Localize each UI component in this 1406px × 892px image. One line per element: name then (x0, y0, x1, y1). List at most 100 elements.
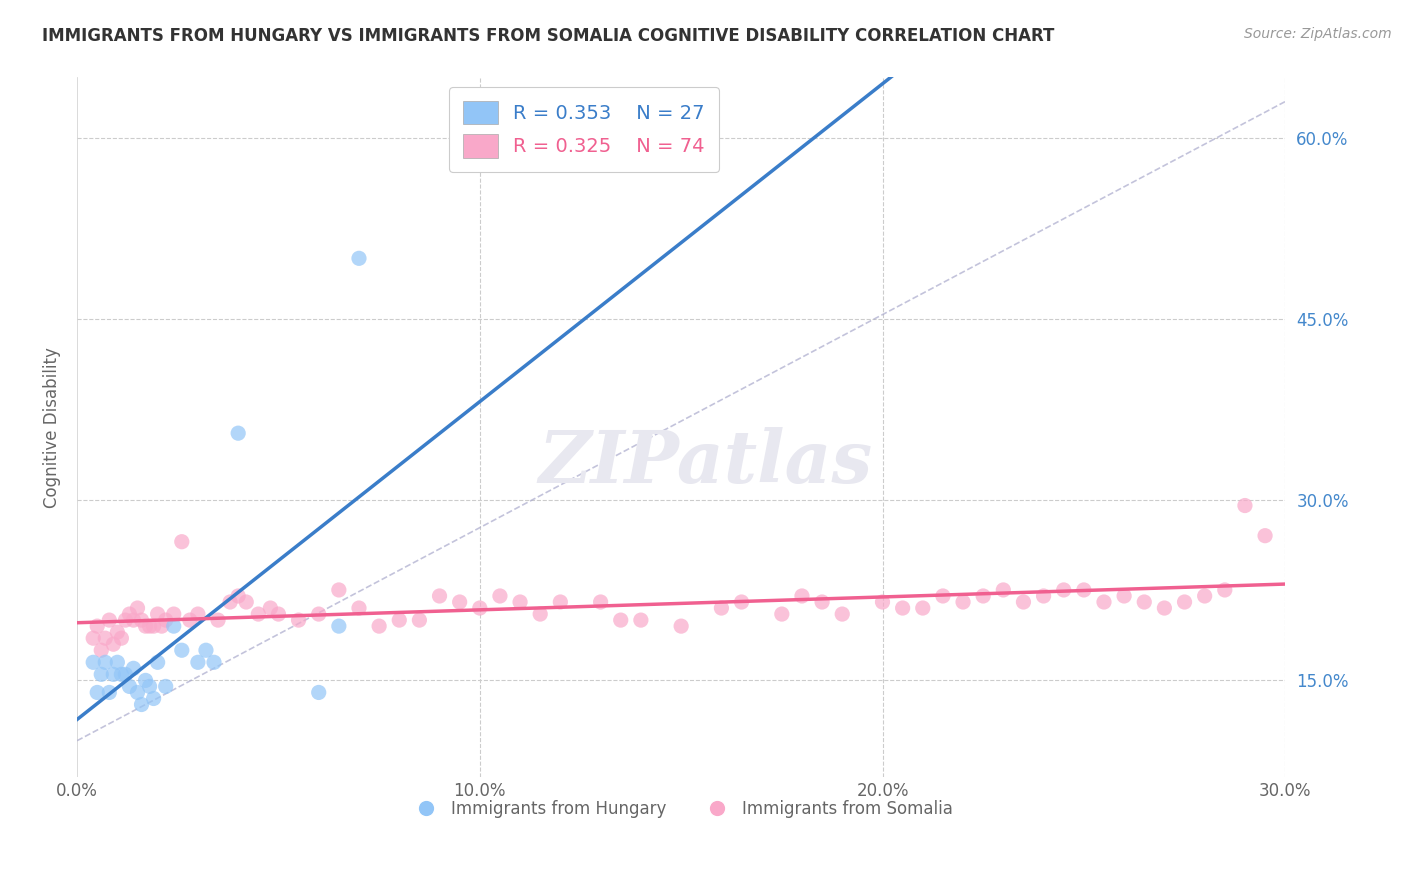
Point (138, 619, 160, 633)
Point (219, 595, 242, 609)
Point (287, 613, 309, 627)
Point (127, 601, 149, 615)
Point (235, 595, 257, 609)
Point (82, 631, 104, 645)
Point (146, 655, 169, 669)
Point (86, 619, 108, 633)
Point (308, 607, 330, 621)
Point (589, 595, 612, 609)
Point (94, 655, 117, 669)
Point (194, 643, 217, 657)
Point (86, 685, 108, 699)
Point (155, 680, 177, 694)
Point (1133, 595, 1156, 609)
Point (127, 685, 149, 699)
Point (609, 613, 631, 627)
Point (669, 619, 692, 633)
Point (179, 613, 201, 627)
Point (347, 252, 370, 266)
Point (122, 613, 145, 627)
Point (155, 613, 177, 627)
Point (347, 601, 370, 615)
Point (135, 673, 157, 688)
Point (509, 595, 531, 609)
Point (1032, 589, 1054, 603)
Point (170, 534, 193, 549)
Point (408, 613, 430, 627)
Point (1073, 582, 1095, 597)
Point (993, 582, 1015, 597)
Point (138, 680, 160, 694)
Point (146, 607, 169, 621)
Point (388, 613, 411, 627)
Point (1012, 595, 1035, 609)
Point (226, 589, 249, 603)
Point (163, 607, 186, 621)
Point (142, 691, 165, 706)
Point (529, 607, 551, 621)
Point (187, 655, 209, 669)
Point (105, 655, 128, 669)
Point (468, 601, 491, 615)
Point (730, 595, 752, 609)
Point (267, 607, 290, 621)
Point (368, 619, 391, 633)
Text: ZIPatlas: ZIPatlas (538, 426, 872, 498)
Point (952, 595, 974, 609)
Text: Source: ZipAtlas.com: Source: ZipAtlas.com (1244, 27, 1392, 41)
Point (449, 595, 471, 609)
Point (1233, 499, 1256, 513)
Point (187, 607, 209, 621)
Point (1213, 582, 1236, 597)
Point (226, 426, 249, 441)
Point (328, 619, 350, 633)
Point (118, 607, 141, 621)
Point (98, 685, 121, 699)
Point (103, 637, 125, 651)
Point (110, 667, 132, 681)
Point (131, 698, 153, 712)
Point (1194, 589, 1216, 603)
Point (94, 631, 117, 645)
Point (247, 607, 270, 621)
Point (811, 595, 834, 609)
Point (103, 667, 125, 681)
Point (891, 601, 914, 615)
Text: IMMIGRANTS FROM HUNGARY VS IMMIGRANTS FROM SOMALIA COGNITIVE DISABILITY CORRELAT: IMMIGRANTS FROM HUNGARY VS IMMIGRANTS FR… (42, 27, 1054, 45)
Point (630, 613, 652, 627)
Point (150, 619, 173, 633)
Point (163, 619, 186, 633)
Point (972, 589, 994, 603)
Point (911, 601, 934, 615)
Point (550, 595, 572, 609)
Point (308, 685, 330, 699)
Point (135, 619, 157, 633)
Point (872, 595, 894, 609)
Point (118, 680, 141, 694)
Point (710, 601, 733, 615)
Point (790, 589, 813, 603)
Point (90, 667, 112, 681)
Legend: Immigrants from Hungary, Immigrants from Somalia: Immigrants from Hungary, Immigrants from… (404, 793, 959, 824)
Point (1092, 595, 1115, 609)
Point (142, 619, 165, 633)
Point (831, 607, 853, 621)
Point (489, 589, 512, 603)
Point (114, 613, 136, 627)
Point (122, 661, 145, 675)
Point (1053, 582, 1076, 597)
Point (1173, 595, 1195, 609)
Point (429, 589, 451, 603)
Point (110, 631, 132, 645)
Point (1114, 589, 1136, 603)
Point (170, 643, 193, 657)
Point (131, 613, 153, 627)
Point (259, 601, 281, 615)
Y-axis label: Cognitive Disability: Cognitive Disability (44, 347, 60, 508)
Point (202, 655, 225, 669)
Point (328, 582, 350, 597)
Point (1254, 529, 1277, 543)
Point (1153, 601, 1175, 615)
Point (770, 607, 793, 621)
Point (90, 643, 112, 657)
